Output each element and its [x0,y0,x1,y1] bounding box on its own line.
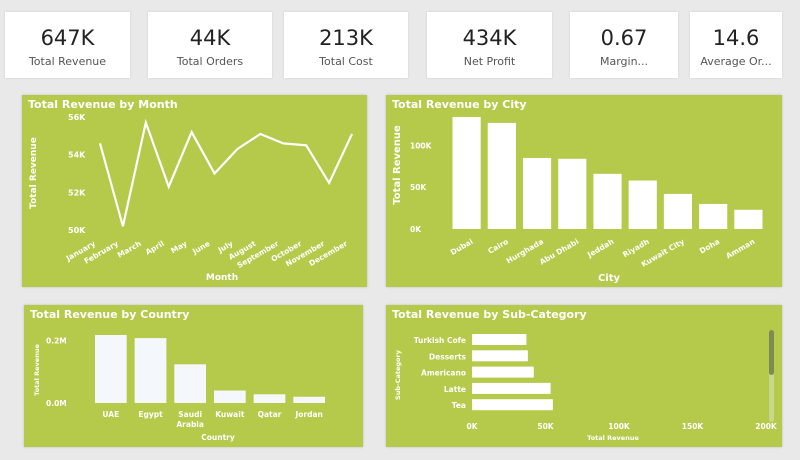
x-tick-label: Egypt [138,410,163,419]
x-tick-label: Jeddah [585,237,615,260]
x-tick-label: April [144,239,166,257]
scrollbar[interactable] [769,330,774,422]
x-tick-label: May [169,239,188,255]
kpi-label: Net Profit [463,55,516,68]
y-tick-label: Latte [444,385,466,394]
bar [663,193,693,229]
bar [472,366,534,378]
chart-title: Total Revenue by Sub-Category [392,308,587,321]
bar [734,209,763,229]
revenue-line [98,118,353,227]
bar [94,334,127,403]
x-tick-label: Amman [724,237,756,261]
bar [134,338,167,403]
x-axis-title: City [598,273,621,284]
kpi-value: 0.67 [600,26,648,50]
kpi-label: Total Revenue [28,55,107,68]
kpi-card: 0.67 Margin... [570,12,678,78]
kpi-card: 213K Total Cost [284,12,408,78]
y-axis-title: Total Revenue [29,137,39,209]
bar [452,117,481,229]
y-tick-label: 54K [68,151,86,160]
subcategory-bar-chart: Turkish Cofe Desserts Americano Latte Tea 0K 5… [394,334,778,442]
bar [472,334,527,345]
y-tick-label: 0.0M [46,399,67,408]
bar [293,396,326,403]
bar [593,173,622,229]
bar [174,364,207,403]
x-tick-label: Saudi [178,410,202,419]
x-tick-label: Riyadh [621,237,651,259]
x-tick-label: Jordan [294,410,322,419]
x-tick-label: 150K [682,422,705,431]
x-tick-label: Qatar [258,410,282,419]
y-axis-title: Total Revenue [392,125,403,205]
bar [699,203,728,229]
y-tick-label: 50K [410,183,427,192]
country-chart-panel: Total Revenue by Country 0.0M 0.2M UAE Egyp… [24,305,363,447]
x-tick-label: 50K [537,422,554,431]
bar [472,382,551,394]
x-axis-title: Country [201,433,235,442]
x-tick-label: UAE [102,410,119,419]
x-axis-title: Month [206,273,238,283]
bar [558,158,587,229]
x-tick-label: 0K [466,422,478,431]
kpi-value: 44K [189,26,231,50]
kpi-label: Total Cost [319,55,373,68]
x-tick-label: Cairo [486,237,510,256]
city-chart-panel: Total Revenue by City 0K 50K 100K Dubai Cair… [386,95,782,287]
y-axis-title: Total Revenue [33,344,41,396]
kpi-label: Total Orders [176,55,244,68]
y-tick-label: 0K [410,225,422,234]
x-axis-title: Total Revenue [587,434,639,442]
chart-title: Total Revenue by Month [28,98,178,111]
y-tick-label: 0.2M [46,337,67,346]
bar [487,122,516,229]
y-tick-label: Americano [421,369,466,378]
x-tick-label: 100K [608,422,631,431]
x-tick-label: March [116,239,143,260]
x-tick-label: 200K [755,422,778,431]
chart-title: Total Revenue by City [392,98,527,111]
y-axis-title: Sub-Category [394,349,402,400]
bar [628,180,657,229]
kpi-card: 434K Net Profit [427,12,552,78]
y-tick-label: Desserts [429,352,467,361]
bar [472,399,553,411]
kpi-card: 44K Total Orders [148,12,272,78]
chart-title: Total Revenue by Country [30,308,190,321]
bar [472,350,528,362]
x-tick-label: Kuwait [215,410,245,419]
kpi-card: 647K Total Revenue [5,12,130,78]
x-tick-label: Doha [698,237,721,256]
y-tick-label: 50K [68,226,86,235]
kpi-value: 647K [40,26,95,50]
x-tick-label: June [190,239,211,257]
y-tick-label: 56K [68,113,86,122]
kpi-value: 14.6 [712,26,760,50]
kpi-value: 213K [319,26,373,50]
x-tick-label: Abu Dhabi [538,237,580,267]
bar [213,390,246,403]
kpi-label: Margin... [599,55,649,68]
bar [522,157,552,229]
kpi-value: 434K [462,26,517,50]
month-chart-panel: Total Revenue by Month 50K 52K 54K 56K Janua… [22,95,367,287]
y-tick-label: Tea [452,401,466,410]
bar [253,394,286,403]
x-tick-label: Dubai [449,237,475,257]
kpi-card: 14.6 Average Or... [690,12,782,78]
y-tick-label: Turkish Cofe [414,336,466,345]
kpi-label: Average Or... [700,55,772,68]
x-tick-label: Arabia [176,420,204,429]
y-tick-label: 52K [68,188,86,197]
scrollbar-thumb[interactable] [769,330,774,375]
subcategory-chart-panel: Total Revenue by Sub-Category Turkish Co… [386,305,782,447]
y-tick-label: 100K [410,141,433,150]
